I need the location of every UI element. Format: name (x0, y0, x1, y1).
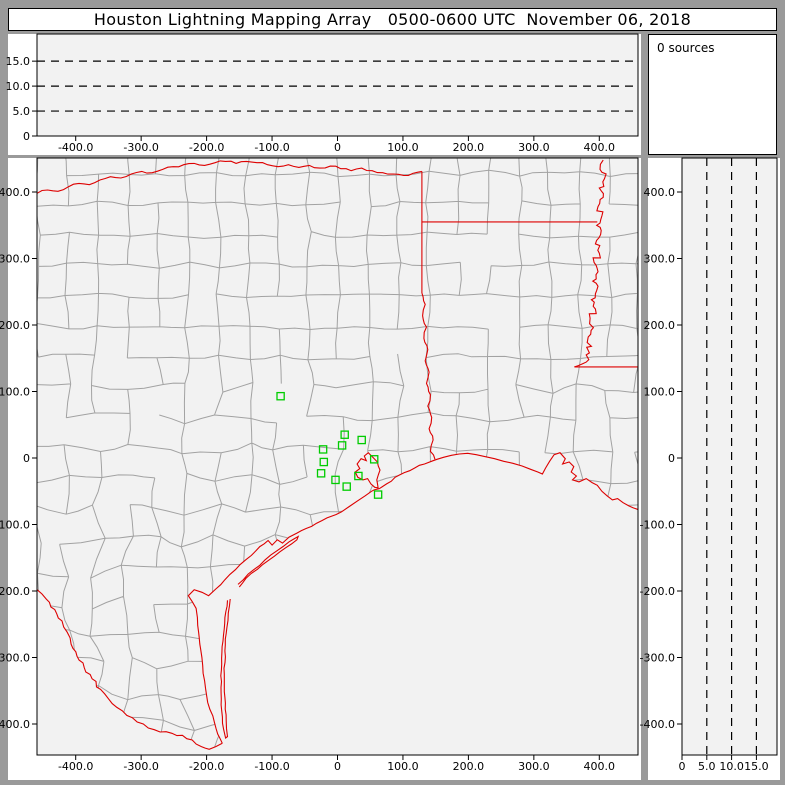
tick-label: -200.0 (0, 585, 30, 598)
tick-label: 0 (23, 130, 30, 143)
tick-label: 100.0 (0, 386, 30, 399)
lma-station-marker (316, 469, 326, 478)
tick-label: -100.0 (254, 141, 289, 154)
lma-station-marker (318, 445, 328, 454)
tick-label: 10.0 (6, 80, 31, 93)
tick-label: 5.0 (13, 105, 31, 118)
lma-station-marker (357, 435, 366, 445)
sabine-river (421, 292, 436, 460)
mexico-area (37, 589, 223, 755)
tick-label: 15.0 (6, 55, 31, 68)
tick-label: 400.0 (584, 141, 616, 154)
tick-label: 0 (23, 452, 30, 465)
tick-label: 200.0 (0, 319, 30, 332)
tick-label: 400.0 (584, 760, 616, 773)
galveston-bay (354, 451, 381, 489)
lma-station-marker (373, 490, 383, 499)
lma-station-marker (354, 471, 363, 481)
lma-station-marker (369, 455, 379, 464)
tick-label: 15.0 (744, 760, 769, 773)
source-count-label: 0 sources (657, 41, 715, 55)
plan-view-plot: 400.0 300.0 200.0 100.0 0 -100.0 -200.0 -300.0 -… (0, 157, 641, 780)
lma-station-marker (331, 475, 340, 485)
rio-grande (37, 589, 223, 750)
lma-stations (276, 391, 383, 499)
tick-label: 0 (679, 760, 686, 773)
lma-station-marker (337, 441, 347, 450)
tick-label: 300.0 (644, 253, 676, 266)
tick-label: -100.0 (640, 519, 675, 532)
tick-label: -300.0 (123, 760, 158, 773)
tick-label: 100.0 (387, 760, 419, 773)
plot-border (36, 33, 639, 137)
matagorda-islands (237, 535, 300, 588)
northsouth-vs-altitude-panel[interactable]: 400.0 300.0 200.0 100.0 0 -100.0 -200.0 -300.0 -… (640, 157, 780, 780)
page-title: Houston Lightning Mapping Array 0500-060… (93, 10, 692, 29)
plot-border (681, 157, 778, 756)
tick-label: 200.0 (453, 760, 485, 773)
ns-alt-plot-area[interactable] (682, 158, 777, 755)
tick-label: 300.0 (518, 141, 550, 154)
lma-station-marker (342, 482, 351, 491)
tick-label: 400.0 (0, 186, 30, 199)
tick-label: 300.0 (0, 253, 30, 266)
tick-label: -400.0 (58, 141, 93, 154)
tick-label: -200.0 (640, 585, 675, 598)
tick-label: -400.0 (640, 718, 675, 731)
tick-label: 200.0 (644, 319, 676, 332)
tick-label: -300.0 (0, 652, 30, 665)
tick-label: -400.0 (58, 760, 93, 773)
map-content (37, 158, 638, 755)
red-river (37, 160, 423, 194)
source-count-panel: 0 sources (648, 34, 777, 155)
alt-ew-plot: 0 5.0 10.0 15.0 -400.0 -300.0 -200.0 -100.0 0 100… (6, 33, 641, 155)
tick-label: 100.0 (644, 386, 676, 399)
title-bar: Houston Lightning Mapping Array 0500-060… (8, 8, 777, 31)
tick-label: 400.0 (644, 186, 676, 199)
tick-label: 0 (334, 760, 341, 773)
gulf-of-mexico (188, 452, 638, 755)
coast (187, 452, 638, 744)
tick-label: -300.0 (123, 141, 158, 154)
tick-label: -400.0 (0, 718, 30, 731)
plot-border (36, 157, 639, 756)
mississippi-river (574, 159, 607, 368)
tick-label: -100.0 (0, 519, 30, 532)
tick-label: 5.0 (698, 760, 716, 773)
lma-station-marker (276, 391, 285, 401)
tick-label: 0 (668, 452, 675, 465)
alt-ew-plot-area[interactable] (37, 34, 638, 136)
tick-label: -200.0 (189, 141, 224, 154)
tick-label: 100.0 (387, 141, 419, 154)
tick-label: 0 (334, 141, 341, 154)
tick-label: 300.0 (518, 760, 550, 773)
plan-view-map-panel[interactable]: 400.0 300.0 200.0 100.0 0 -100.0 -200.0 -300.0 -… (0, 157, 641, 780)
altitude-vs-eastwest-panel[interactable]: 0 5.0 10.0 15.0 -400.0 -300.0 -200.0 -100.0 0 100… (6, 33, 641, 155)
tick-label: -100.0 (254, 760, 289, 773)
ns-alt-plot: 400.0 300.0 200.0 100.0 0 -100.0 -200.0 -300.0 -… (640, 157, 780, 780)
tick-label: 200.0 (453, 141, 485, 154)
lma-station-marker (319, 457, 329, 467)
padre-island (220, 598, 231, 739)
tick-label: -300.0 (640, 652, 675, 665)
tick-label: 10.0 (719, 760, 744, 773)
tick-label: -200.0 (189, 760, 224, 773)
lma-station-marker (340, 430, 349, 439)
